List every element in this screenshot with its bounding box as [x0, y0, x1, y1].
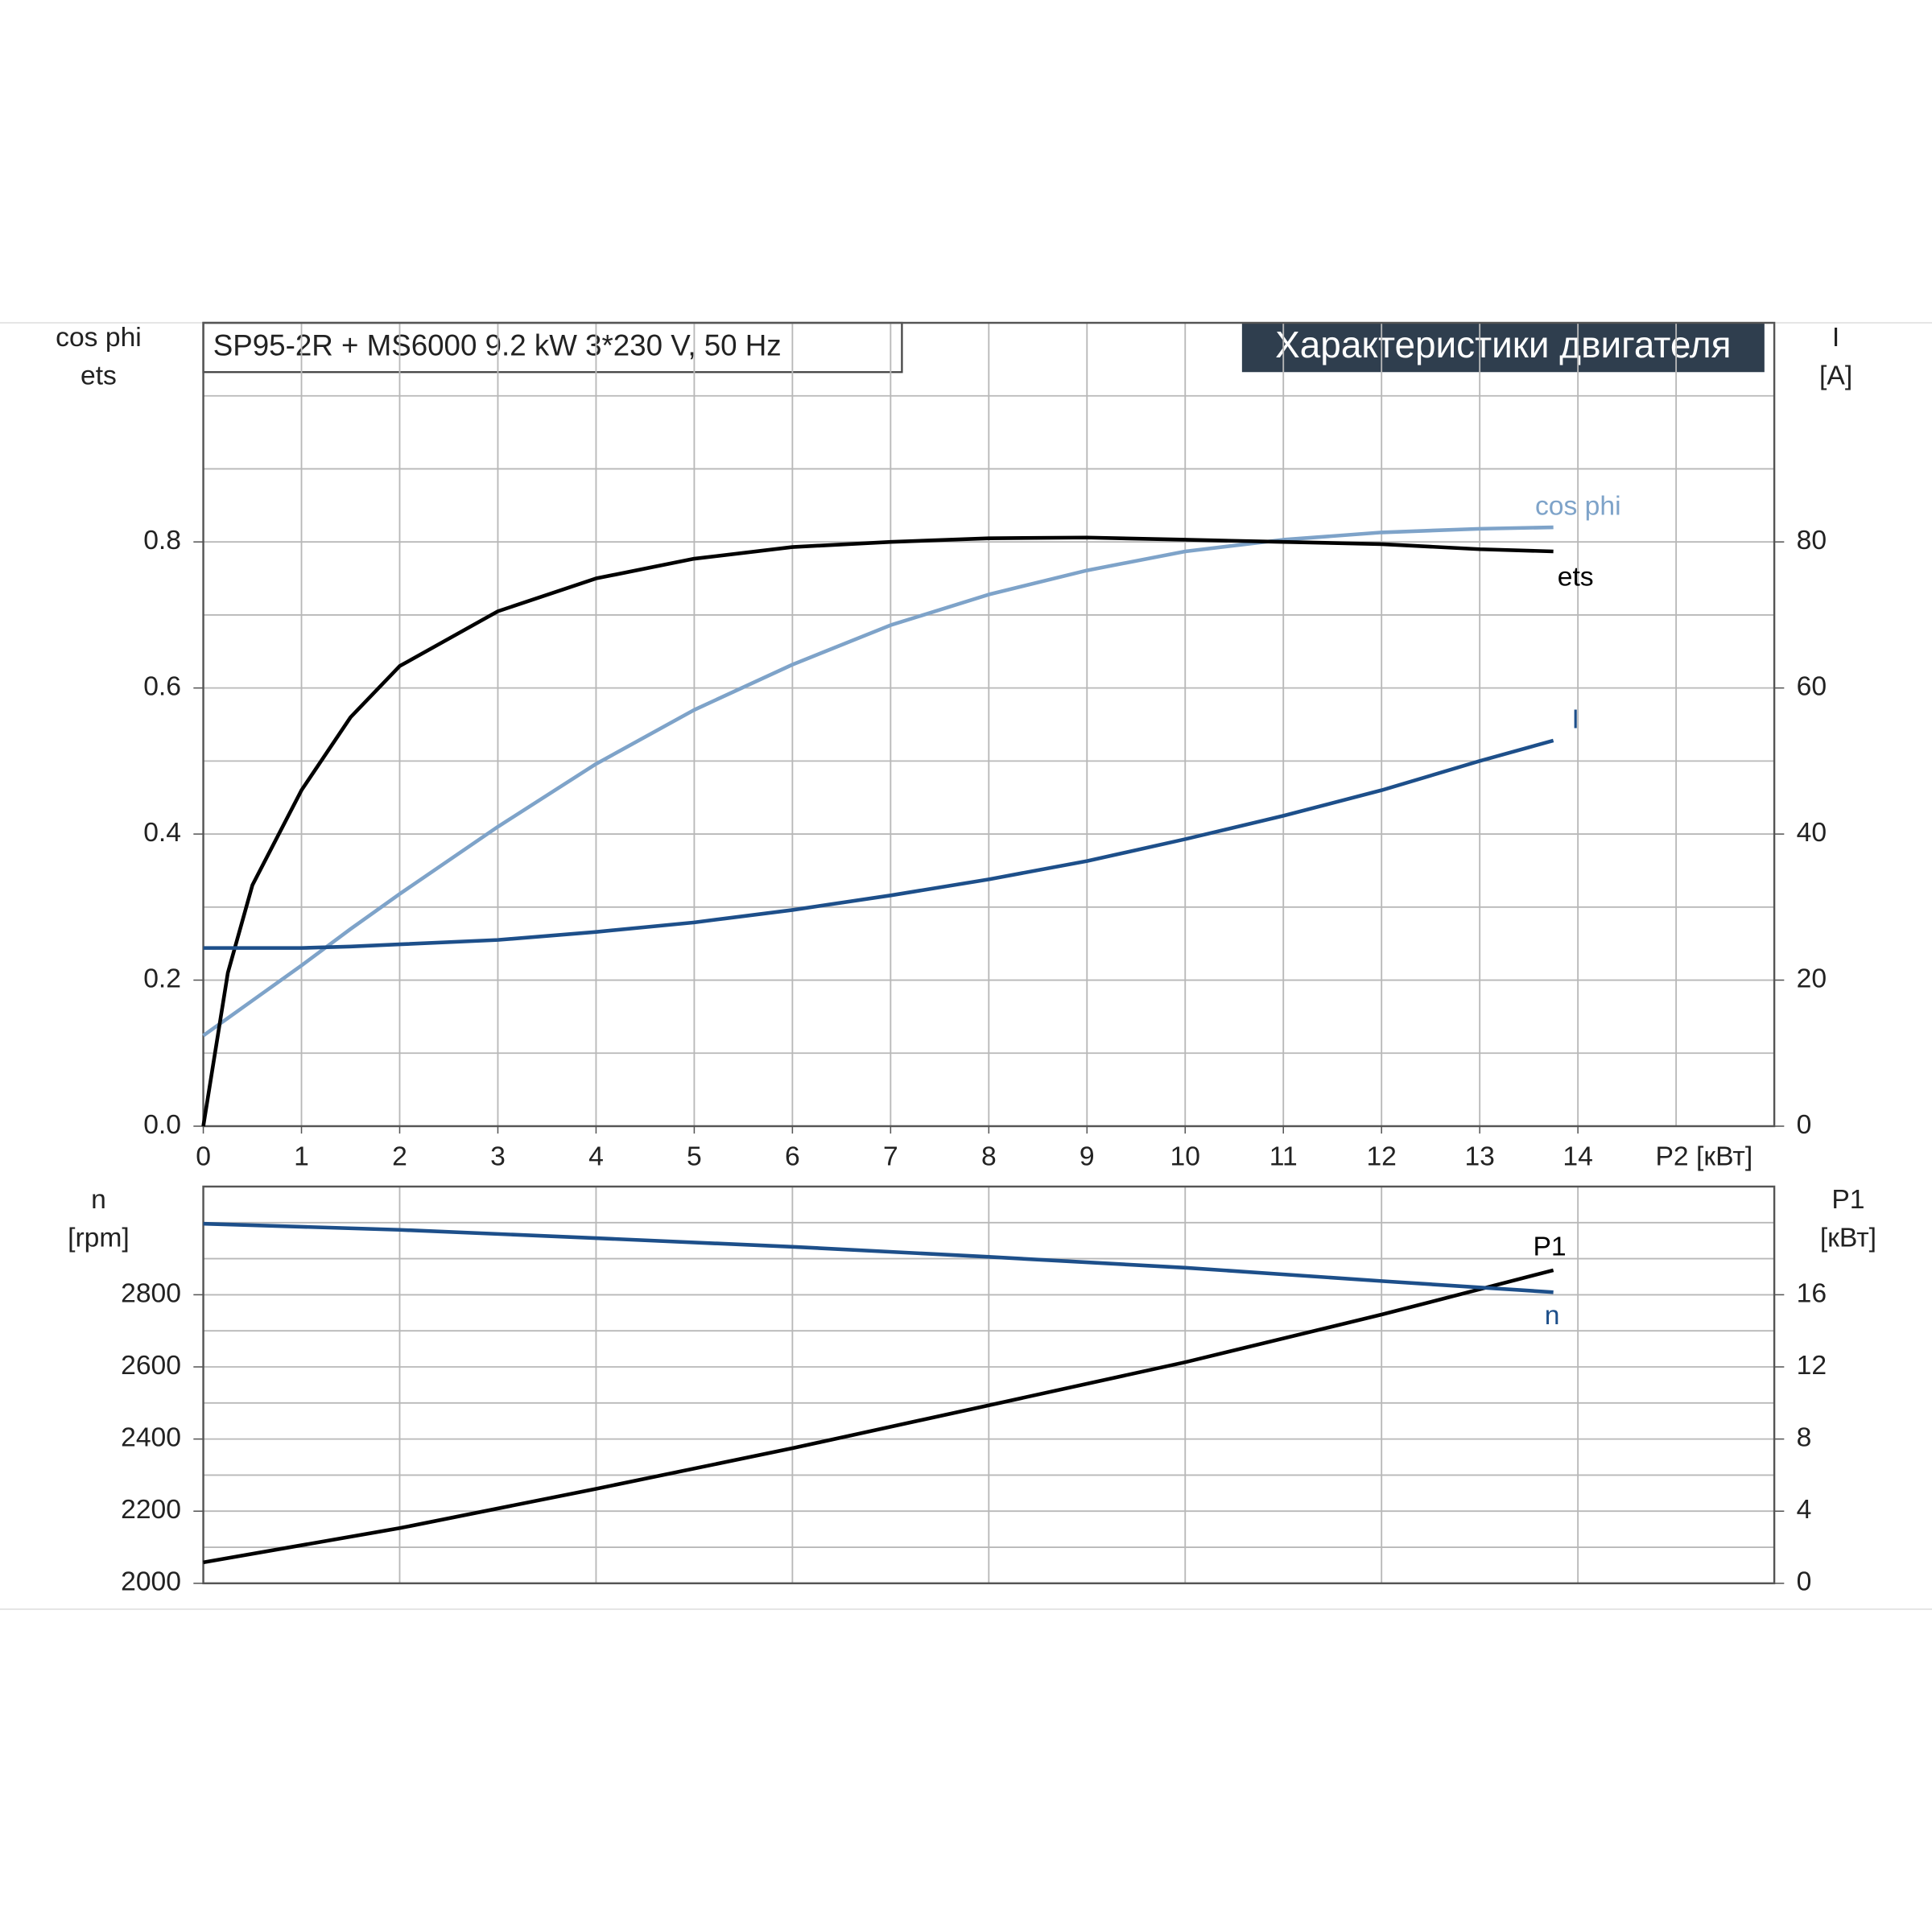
series-line	[203, 738, 1554, 950]
y2-tick-label: 12	[1797, 1351, 1827, 1381]
y-axis-label: [rpm]	[68, 1224, 130, 1253]
series-label: ets	[1558, 563, 1594, 592]
y2-axis-label: [кВт]	[1820, 1224, 1876, 1253]
y-axis-label: ets	[80, 361, 117, 390]
y-tick-label: 2400	[121, 1423, 181, 1453]
x-tick-label: 8	[981, 1142, 997, 1172]
y2-axis-label: P1	[1831, 1185, 1864, 1215]
x-tick-label: 12	[1366, 1142, 1396, 1172]
x-tick-label: 7	[883, 1142, 898, 1172]
y-tick-label: 0.0	[143, 1110, 181, 1140]
y-axis-label: cos phi	[56, 323, 142, 353]
y2-tick-label: 8	[1797, 1423, 1812, 1453]
y-tick-label: 0.2	[143, 964, 181, 993]
series-line	[203, 1221, 1554, 1294]
y2-tick-label: 0	[1797, 1110, 1812, 1140]
series-line	[201, 535, 1554, 1127]
chart-subtitle: Характеристики двигателя	[1275, 324, 1731, 365]
x-tick-label: 4	[588, 1142, 604, 1172]
y2-tick-label: 16	[1797, 1278, 1827, 1308]
x-tick-label: 2	[392, 1142, 407, 1172]
y2-axis-label: I	[1832, 323, 1839, 353]
y2-tick-label: 20	[1797, 964, 1827, 993]
subtitle-box	[1241, 323, 1765, 373]
y2-axis-label: [A]	[1819, 361, 1852, 390]
series-label: P1	[1533, 1232, 1566, 1261]
x-tick-label: 14	[1563, 1142, 1592, 1172]
series-line	[203, 1268, 1554, 1565]
y2-tick-label: 40	[1797, 818, 1827, 848]
y-tick-label: 2200	[121, 1495, 181, 1525]
y2-tick-label: 60	[1797, 672, 1827, 702]
x-tick-label: 13	[1464, 1142, 1494, 1172]
plot-frame	[202, 1185, 1776, 1585]
x-tick-label: 3	[490, 1142, 506, 1172]
x-tick-label: 0	[196, 1142, 211, 1172]
x-tick-label: 1	[294, 1142, 309, 1172]
x-tick-label: 10	[1170, 1142, 1200, 1172]
x-tick-label: 9	[1080, 1142, 1095, 1172]
y-axis-label: n	[91, 1185, 106, 1215]
series-label: I	[1572, 704, 1579, 734]
series-line	[202, 525, 1554, 1038]
series-label: cos phi	[1535, 491, 1621, 521]
y-tick-label: 0.6	[143, 672, 181, 702]
x-tick-label: 6	[785, 1142, 800, 1172]
series-label: n	[1545, 1301, 1560, 1331]
x-tick-label: 11	[1269, 1142, 1298, 1172]
plot-frame	[202, 321, 1776, 1128]
y-tick-label: 0.4	[143, 818, 181, 848]
y2-tick-label: 4	[1797, 1495, 1812, 1525]
y-tick-label: 2600	[121, 1351, 181, 1381]
y-tick-label: 2000	[121, 1567, 181, 1597]
y-tick-label: 0.8	[143, 526, 181, 555]
y-tick-label: 2800	[121, 1278, 181, 1308]
x-tick-label: 5	[687, 1142, 702, 1172]
y2-tick-label: 0	[1797, 1567, 1812, 1597]
y2-tick-label: 80	[1797, 526, 1827, 555]
x-axis-label: P2 [кВт]	[1655, 1142, 1752, 1172]
